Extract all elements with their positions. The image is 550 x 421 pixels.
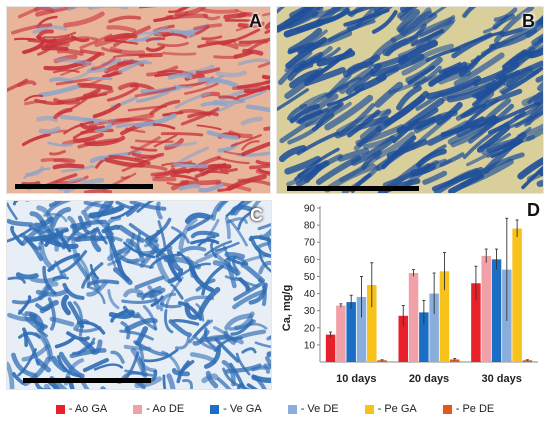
bar bbox=[377, 360, 387, 362]
legend-label: - Pe GA bbox=[377, 403, 417, 415]
panel-label-b: B bbox=[522, 11, 535, 31]
chart-axes: 10 20 30 40 50 60 70 80 90 bbox=[304, 204, 538, 363]
bar bbox=[471, 283, 481, 362]
legend-swatch bbox=[133, 404, 143, 414]
micrograph-image-c bbox=[7, 201, 271, 389]
legend-label: - Ao GA bbox=[68, 403, 108, 415]
scale-bar-a bbox=[15, 184, 153, 189]
bar-group-20-days bbox=[398, 252, 460, 362]
legend-item: - Ao DE bbox=[133, 403, 184, 415]
panel-label-c: C bbox=[250, 205, 263, 225]
bar bbox=[429, 293, 439, 362]
micrograph-image-a bbox=[7, 7, 270, 193]
x-tick-label: 30 days bbox=[481, 373, 521, 385]
legend-label: - Ao DE bbox=[146, 403, 185, 415]
bar bbox=[522, 360, 533, 362]
bar bbox=[408, 273, 419, 362]
y-tick-label: 60 bbox=[304, 255, 316, 266]
y-tick-label: 30 bbox=[304, 306, 316, 317]
bar-group-30-days bbox=[471, 217, 533, 362]
y-tick-label: 40 bbox=[304, 289, 316, 300]
legend-label: - Ve GA bbox=[223, 403, 262, 415]
micrograph-panel-a: A bbox=[6, 6, 271, 194]
bar bbox=[450, 359, 460, 362]
bar bbox=[398, 315, 408, 362]
y-tick-label: 20 bbox=[304, 323, 316, 334]
legend-swatch bbox=[210, 404, 220, 414]
bar bbox=[491, 259, 502, 362]
x-tick-label: 20 days bbox=[409, 373, 449, 385]
bar bbox=[346, 302, 356, 362]
legend-swatch bbox=[364, 404, 374, 414]
x-tick-label: 10 days bbox=[336, 373, 376, 385]
y-tick-label: 90 bbox=[304, 204, 316, 215]
chart-legend: - Ao GA - Ao DE - Ve GA - Ve DE - Pe GA - Pe … bbox=[0, 398, 550, 420]
y-tick-label: 80 bbox=[304, 221, 316, 232]
legend-item: - Pe GA bbox=[364, 403, 417, 415]
bar bbox=[512, 228, 522, 362]
scale-bar-b bbox=[287, 186, 419, 191]
legend-item: - Ve DE bbox=[287, 403, 339, 415]
bar-group-10-days bbox=[325, 262, 387, 362]
micrograph-panel-c: C bbox=[6, 200, 272, 390]
bar bbox=[367, 285, 377, 362]
scale-bar-c bbox=[23, 378, 151, 383]
legend-swatch bbox=[442, 404, 452, 414]
bar bbox=[325, 334, 336, 362]
legend-item: - Pe DE bbox=[442, 403, 495, 415]
micrograph-image-b bbox=[277, 7, 543, 193]
panel-label-a: A bbox=[249, 11, 262, 31]
y-tick-label: 10 bbox=[304, 340, 316, 351]
legend-label: - Pe DE bbox=[455, 403, 495, 415]
legend-label: - Ve DE bbox=[300, 403, 339, 415]
y-tick-label: 50 bbox=[304, 272, 316, 283]
legend-swatch bbox=[55, 404, 65, 414]
calcium-bar-chart: Ca, mg/g 10 20 30 40 50 60 70 80 90 10 days 20 day… bbox=[281, 204, 538, 385]
bar bbox=[439, 271, 450, 362]
legend-item: - Ve GA bbox=[210, 403, 262, 415]
bar bbox=[356, 296, 367, 362]
legend-swatch bbox=[287, 404, 297, 414]
y-tick-label: 70 bbox=[304, 238, 316, 249]
bar bbox=[481, 255, 491, 362]
legend-item: - Ao GA bbox=[55, 403, 108, 415]
micrograph-panel-b: B bbox=[276, 6, 544, 194]
bar bbox=[419, 312, 429, 362]
bar bbox=[336, 305, 346, 362]
y-axis-label: Ca, mg/g bbox=[281, 285, 293, 331]
panel-label-d: D bbox=[527, 200, 540, 220]
calcium-bar-chart-panel: Ca, mg/g 10 20 30 40 50 60 70 80 90 10 days 20 day… bbox=[276, 198, 546, 392]
